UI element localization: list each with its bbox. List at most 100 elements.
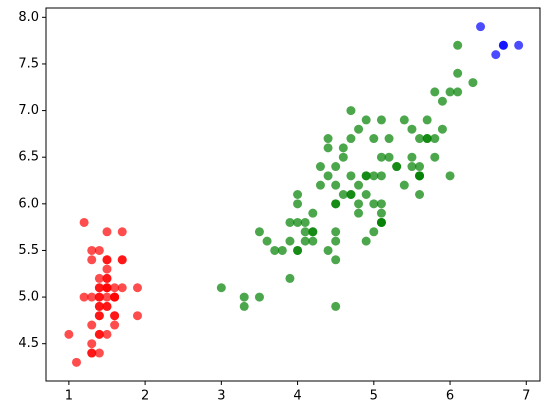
point <box>300 217 310 227</box>
point <box>102 273 112 283</box>
point <box>376 217 386 227</box>
x-tick-label: 2 <box>141 389 149 404</box>
point <box>293 217 303 227</box>
point <box>315 162 325 172</box>
point <box>331 227 341 237</box>
point <box>87 348 97 358</box>
y-tick-label: 7.5 <box>18 56 39 71</box>
x-tick-label: 1 <box>65 389 73 404</box>
point <box>94 329 104 339</box>
y-tick-label: 6.5 <box>18 150 39 165</box>
point <box>376 152 386 162</box>
point <box>87 255 97 265</box>
x-tick-label: 3 <box>217 389 225 404</box>
point <box>338 190 348 199</box>
point <box>300 236 310 246</box>
point <box>323 171 333 181</box>
point <box>384 152 394 162</box>
point <box>87 245 97 255</box>
point <box>94 311 104 321</box>
point <box>323 245 333 255</box>
point <box>354 208 364 218</box>
point <box>407 124 417 134</box>
point <box>331 180 341 190</box>
point <box>384 134 394 144</box>
point <box>361 171 371 181</box>
point <box>117 227 127 237</box>
x-tick-label: 7 <box>522 389 530 404</box>
point <box>407 162 417 172</box>
point <box>293 190 303 199</box>
point <box>110 283 120 293</box>
point <box>254 227 264 237</box>
point <box>361 115 371 125</box>
point <box>308 236 318 246</box>
point <box>415 134 425 144</box>
point <box>79 292 89 302</box>
point <box>498 40 508 50</box>
point <box>399 115 409 125</box>
point <box>239 301 249 311</box>
point <box>110 320 120 330</box>
point <box>87 320 97 330</box>
point <box>323 143 333 153</box>
point <box>323 134 333 144</box>
point <box>87 292 97 302</box>
point <box>437 124 447 134</box>
point <box>415 162 425 172</box>
point <box>445 171 455 181</box>
point <box>331 236 341 246</box>
x-tick-label: 5 <box>370 389 378 404</box>
y-tick-label: 8.0 <box>18 10 39 25</box>
y-tick-label: 5.0 <box>18 290 39 305</box>
point <box>102 292 112 302</box>
point <box>338 152 348 162</box>
point <box>331 301 341 311</box>
point <box>285 273 295 283</box>
point <box>102 227 112 237</box>
point <box>445 87 455 97</box>
y-tick-label: 5.5 <box>18 243 39 258</box>
point <box>346 106 356 116</box>
point <box>331 255 341 265</box>
point <box>285 217 295 227</box>
y-tick-label: 6.0 <box>18 196 39 211</box>
point <box>94 348 104 358</box>
point <box>71 357 81 367</box>
x-tick-label: 4 <box>293 389 301 404</box>
point <box>422 134 432 144</box>
point <box>399 180 409 190</box>
point <box>354 180 364 190</box>
point <box>117 283 127 293</box>
point <box>64 329 74 339</box>
y-tick-label: 7.0 <box>18 103 39 118</box>
point <box>102 329 112 339</box>
point <box>94 273 104 283</box>
point <box>94 245 104 255</box>
point <box>430 152 440 162</box>
point <box>285 236 295 246</box>
point <box>270 245 280 255</box>
point <box>132 311 142 321</box>
point <box>376 199 386 209</box>
point <box>331 162 341 172</box>
point <box>102 255 112 265</box>
point <box>102 264 112 274</box>
point <box>376 208 386 218</box>
point <box>102 283 112 293</box>
point <box>453 87 463 97</box>
point <box>354 199 364 209</box>
point <box>94 283 104 293</box>
point <box>94 292 104 302</box>
point <box>331 199 341 209</box>
point <box>346 190 356 199</box>
point <box>132 283 142 293</box>
point <box>308 227 318 237</box>
point <box>392 162 402 172</box>
point <box>262 236 272 246</box>
point <box>422 115 432 125</box>
point <box>361 190 371 199</box>
point <box>102 301 112 311</box>
